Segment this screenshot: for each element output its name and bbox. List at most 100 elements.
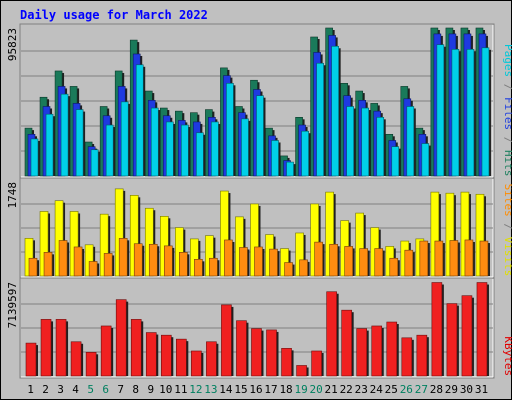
bar-pages — [226, 83, 236, 177]
bar-kbytes-fill — [251, 328, 262, 377]
bar-kbytes — [281, 348, 294, 377]
bar-kbytes-fill — [431, 282, 443, 377]
legend-separator: / — [502, 77, 512, 97]
bar-pages — [316, 62, 326, 177]
bar-kbytes-fill — [221, 304, 232, 377]
day-12-middle — [190, 238, 205, 277]
day-7-bottom — [115, 299, 129, 377]
bar-sites-fill — [58, 240, 68, 277]
bar-pages-fill — [331, 45, 339, 177]
bar-kbytes-fill — [70, 341, 82, 377]
bar-pages-fill — [346, 106, 354, 177]
day-12-bottom — [191, 350, 204, 377]
bar-pages-fill — [361, 107, 370, 177]
day-2-bottom — [40, 319, 54, 377]
bar-pages-fill — [135, 64, 144, 177]
bar-pages — [391, 146, 401, 177]
day-4-middle — [69, 211, 85, 277]
bar-sites-fill — [419, 240, 429, 277]
bar-pages-fill — [90, 149, 99, 177]
bar-pages-fill — [316, 62, 324, 177]
bar-pages — [451, 49, 461, 177]
bar-sites-fill — [133, 243, 143, 277]
day-10-top — [159, 107, 176, 177]
bar-kbytes-fill — [130, 319, 142, 377]
day-31-middle — [475, 193, 490, 277]
day-10-bottom — [160, 334, 174, 377]
bar-kbytes-fill — [176, 338, 187, 377]
day-25-bottom — [386, 321, 399, 377]
x-axis-tick-labels: 1 2 3 4 5 6 7 8 9 10 11 12 13 14 15 16 17 18 19 20 21 22 23 24 2… — [27, 383, 488, 396]
bar-sites — [118, 238, 130, 277]
day-3-middle — [54, 200, 70, 277]
bar-pages — [361, 107, 371, 177]
x-tick-label: 13 — [204, 383, 217, 396]
day-8-middle — [129, 195, 145, 277]
bar-sites — [314, 241, 325, 277]
bar-sites-fill — [88, 261, 98, 277]
bar-kbytes — [70, 341, 84, 377]
bar-kbytes-fill — [311, 350, 322, 377]
bar-sites-fill — [299, 259, 308, 277]
day-10-middle — [159, 216, 175, 277]
x-tick-label: 25 — [385, 383, 398, 396]
x-tick-label: 20 — [310, 383, 323, 396]
day-28-bottom — [431, 282, 444, 377]
bar-kbytes — [431, 282, 444, 377]
bar-sites — [224, 239, 235, 277]
day-6-middle — [99, 213, 115, 277]
bar-pages-fill — [211, 121, 219, 177]
bar-kbytes-fill — [145, 332, 157, 377]
bar-pages-fill — [241, 118, 249, 177]
x-tick-label: 12 — [189, 383, 202, 396]
bar-kbytes — [476, 282, 489, 377]
bar-sites — [374, 248, 385, 277]
bar-kbytes-fill — [85, 352, 97, 377]
bar-pages — [406, 106, 416, 177]
bar-sites — [163, 245, 175, 277]
bar-sites-fill — [179, 252, 188, 277]
panel-middle: 1748 Sites / Visits — [6, 177, 512, 279]
bar-pages — [150, 107, 161, 177]
legend-item: Files — [502, 97, 512, 130]
legend-item: Pages — [502, 44, 512, 77]
day-11-bottom — [176, 338, 189, 377]
bar-kbytes-fill — [446, 303, 458, 377]
legend: KBytes — [502, 336, 512, 376]
bar-sites-fill — [434, 240, 444, 277]
bar-pages-fill — [256, 95, 264, 177]
x-tick-label: 3 — [57, 383, 64, 396]
bar-kbytes-fill — [206, 341, 217, 377]
day-7-top — [114, 70, 131, 177]
day-19-top — [295, 117, 311, 177]
bar-kbytes — [160, 334, 174, 377]
day-22-bottom — [341, 309, 354, 377]
panel-frame — [19, 277, 495, 379]
bar-pages-fill — [271, 140, 279, 177]
day-23-bottom — [356, 328, 369, 377]
bar-pages — [30, 138, 40, 177]
day-24-middle — [370, 227, 385, 277]
bar-kbytes — [221, 304, 234, 377]
bar-sites-fill — [449, 240, 459, 277]
bar-sites-fill — [374, 248, 384, 277]
day-19-middle — [295, 232, 310, 277]
bar-kbytes — [296, 365, 309, 377]
bar-kbytes — [145, 332, 159, 377]
bar-sites-fill — [224, 239, 233, 277]
x-tick-label: 2 — [42, 383, 49, 396]
x-tick-label: 8 — [132, 383, 139, 396]
bar-pages — [271, 140, 281, 177]
day-1-top — [24, 127, 40, 177]
bar-pages — [60, 93, 71, 177]
bar-sites — [58, 240, 70, 277]
day-11-middle — [175, 227, 190, 277]
day-2-middle — [39, 211, 55, 277]
y-max-label: 7139597 — [6, 282, 19, 328]
bar-sites — [389, 257, 400, 277]
bar-sites-fill — [163, 245, 173, 277]
day-13-middle — [205, 235, 220, 277]
day-30-bottom — [461, 295, 474, 377]
bar-pages-fill — [301, 130, 309, 177]
bar-sites-fill — [314, 241, 323, 277]
